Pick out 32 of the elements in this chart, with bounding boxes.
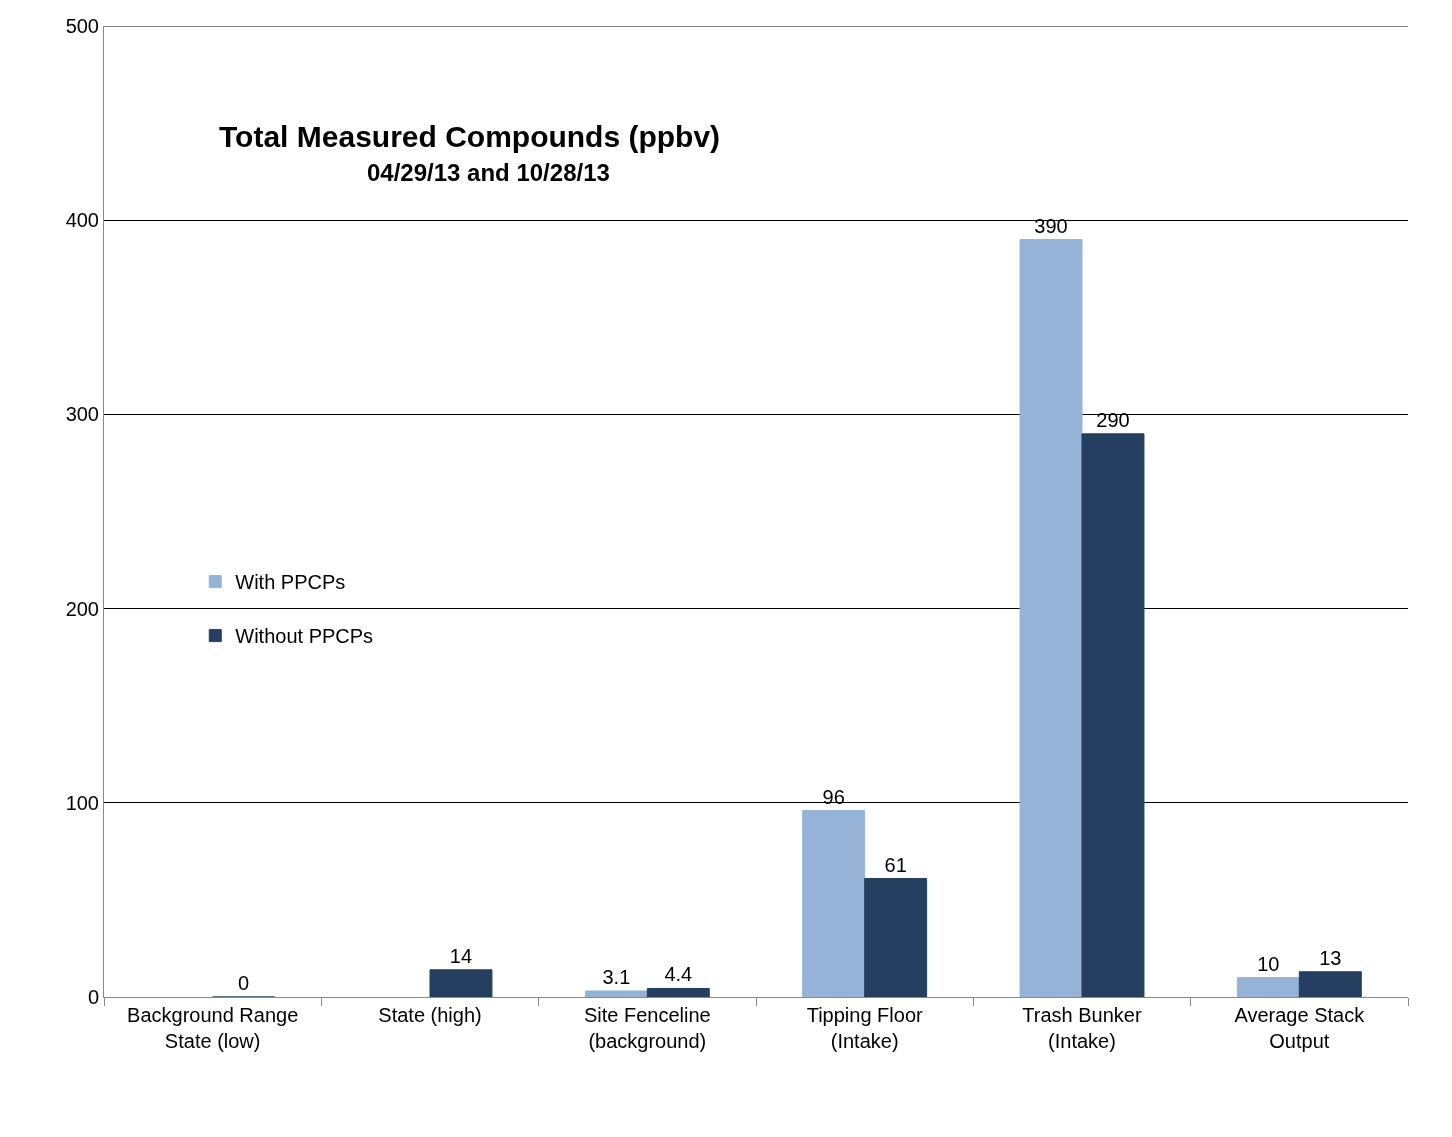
bar xyxy=(1019,239,1083,997)
data-label: 4.4 xyxy=(664,963,693,986)
data-label: 14 xyxy=(449,944,473,967)
x-tick-label: Trash Bunker (Intake) xyxy=(1022,1004,1142,1052)
bar xyxy=(1298,971,1362,997)
y-tick-label: 100 xyxy=(65,791,99,814)
x-tick-label: Tipping Floor (Intake) xyxy=(806,1004,923,1052)
data-label: 13 xyxy=(1319,946,1342,969)
data-label: 3.1 xyxy=(602,965,631,988)
x-tick-label: Background Range State (low) xyxy=(127,1004,299,1052)
y-tick-label: 500 xyxy=(65,15,99,37)
x-tick-label: Site Fenceline (background) xyxy=(583,1004,711,1052)
bar xyxy=(864,878,928,997)
bar xyxy=(429,969,493,997)
legend-label: Without PPCPs xyxy=(235,625,374,648)
text: 04/29/13 and 10/28/13 xyxy=(367,159,610,186)
bar xyxy=(802,810,866,997)
x-tick-label: Average Stack Output xyxy=(1234,1004,1366,1052)
data-label: 0 xyxy=(238,972,250,994)
data-label: 10 xyxy=(1257,952,1280,975)
y-tick-label: 400 xyxy=(65,209,99,232)
bar xyxy=(646,987,710,997)
bar xyxy=(584,990,648,997)
bar xyxy=(1236,977,1300,997)
x-tick-label: State (high) xyxy=(378,1004,482,1026)
y-tick-label: 0 xyxy=(87,986,99,1008)
bar xyxy=(1081,433,1145,997)
y-tick-label: 200 xyxy=(65,597,99,620)
text: Total Measured Compounds (ppbv) xyxy=(219,120,721,153)
y-tick-label: 300 xyxy=(65,403,99,426)
legend-label: With PPCPs xyxy=(235,571,346,594)
data-label: 61 xyxy=(884,853,907,876)
